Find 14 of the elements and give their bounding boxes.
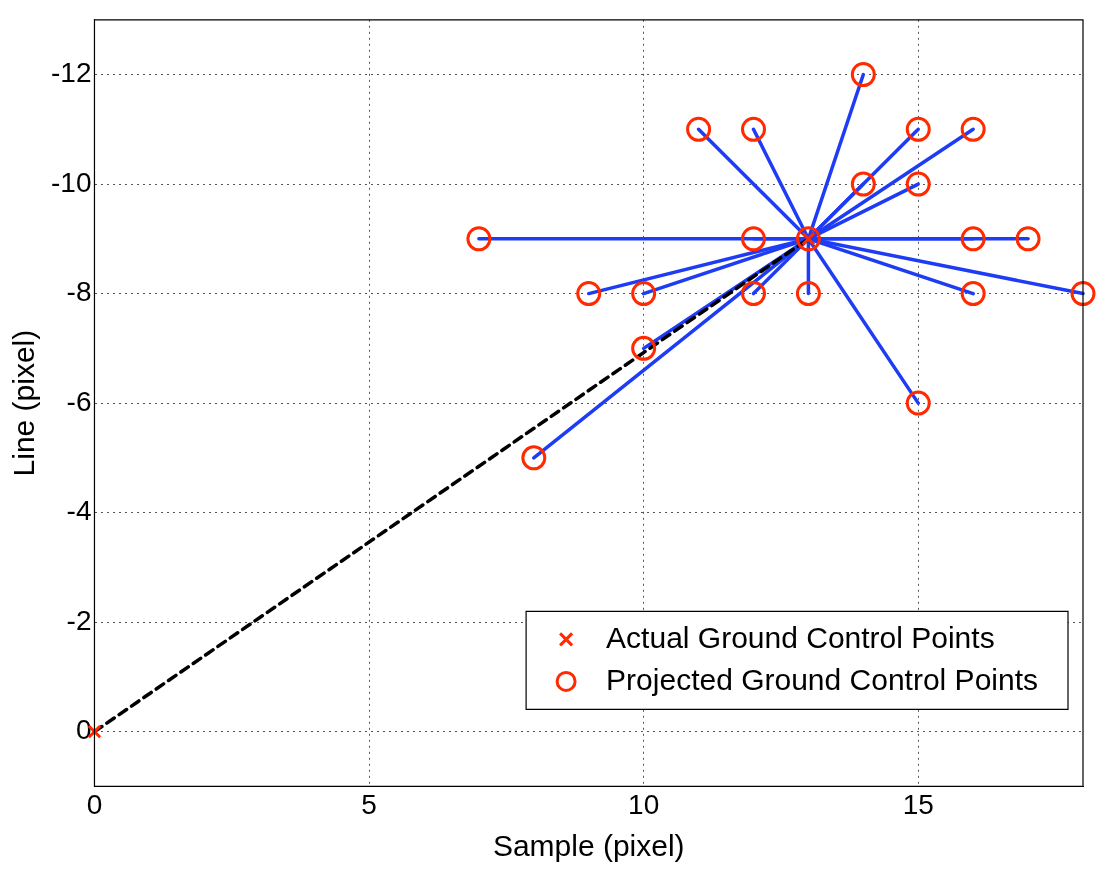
x-tick-label: 10 [628, 788, 660, 820]
legend-label: Projected Ground Control Points [606, 662, 1039, 696]
y-tick-label: -10 [51, 166, 92, 198]
y-tick-label: -6 [66, 385, 92, 417]
y-tick-label: -2 [66, 604, 92, 636]
y-axis-title: Line (pixel) [7, 329, 41, 477]
x-tick-label: 5 [361, 788, 377, 820]
y-tick-label: 0 [75, 714, 92, 746]
x-tick-label: 15 [902, 788, 934, 820]
y-tick-label: -4 [66, 495, 92, 527]
legend-label: Actual Ground Control Points [606, 620, 995, 654]
y-tick-label: -8 [66, 276, 92, 308]
x-axis-title: Sample (pixel) [492, 829, 685, 863]
y-tick-label: -12 [51, 57, 92, 89]
